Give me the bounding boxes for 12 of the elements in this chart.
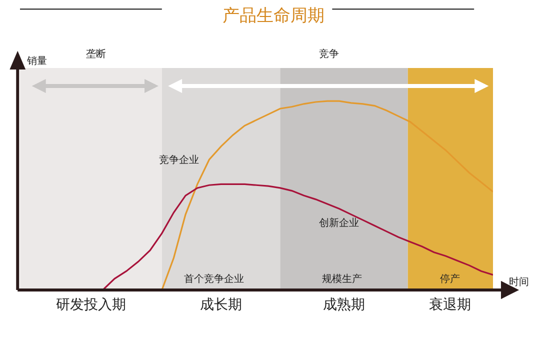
chart-title: 产品生命周期 <box>222 6 324 26</box>
text: 竞争 <box>319 48 339 60</box>
x-axis-title: 时间 <box>509 276 529 288</box>
text: 衰退期 <box>429 297 471 313</box>
y-axis-title: 销量 <box>26 56 47 67</box>
text: 研发投入期 <box>56 297 126 313</box>
series-label: 竞争企业 <box>159 154 199 166</box>
annotation: 停产 <box>440 273 460 285</box>
text: 成熟期 <box>323 297 365 313</box>
annotation: 首个竞争企业 <box>184 273 244 285</box>
text: 成长期 <box>200 297 242 313</box>
text: 垄断 <box>86 48 106 60</box>
